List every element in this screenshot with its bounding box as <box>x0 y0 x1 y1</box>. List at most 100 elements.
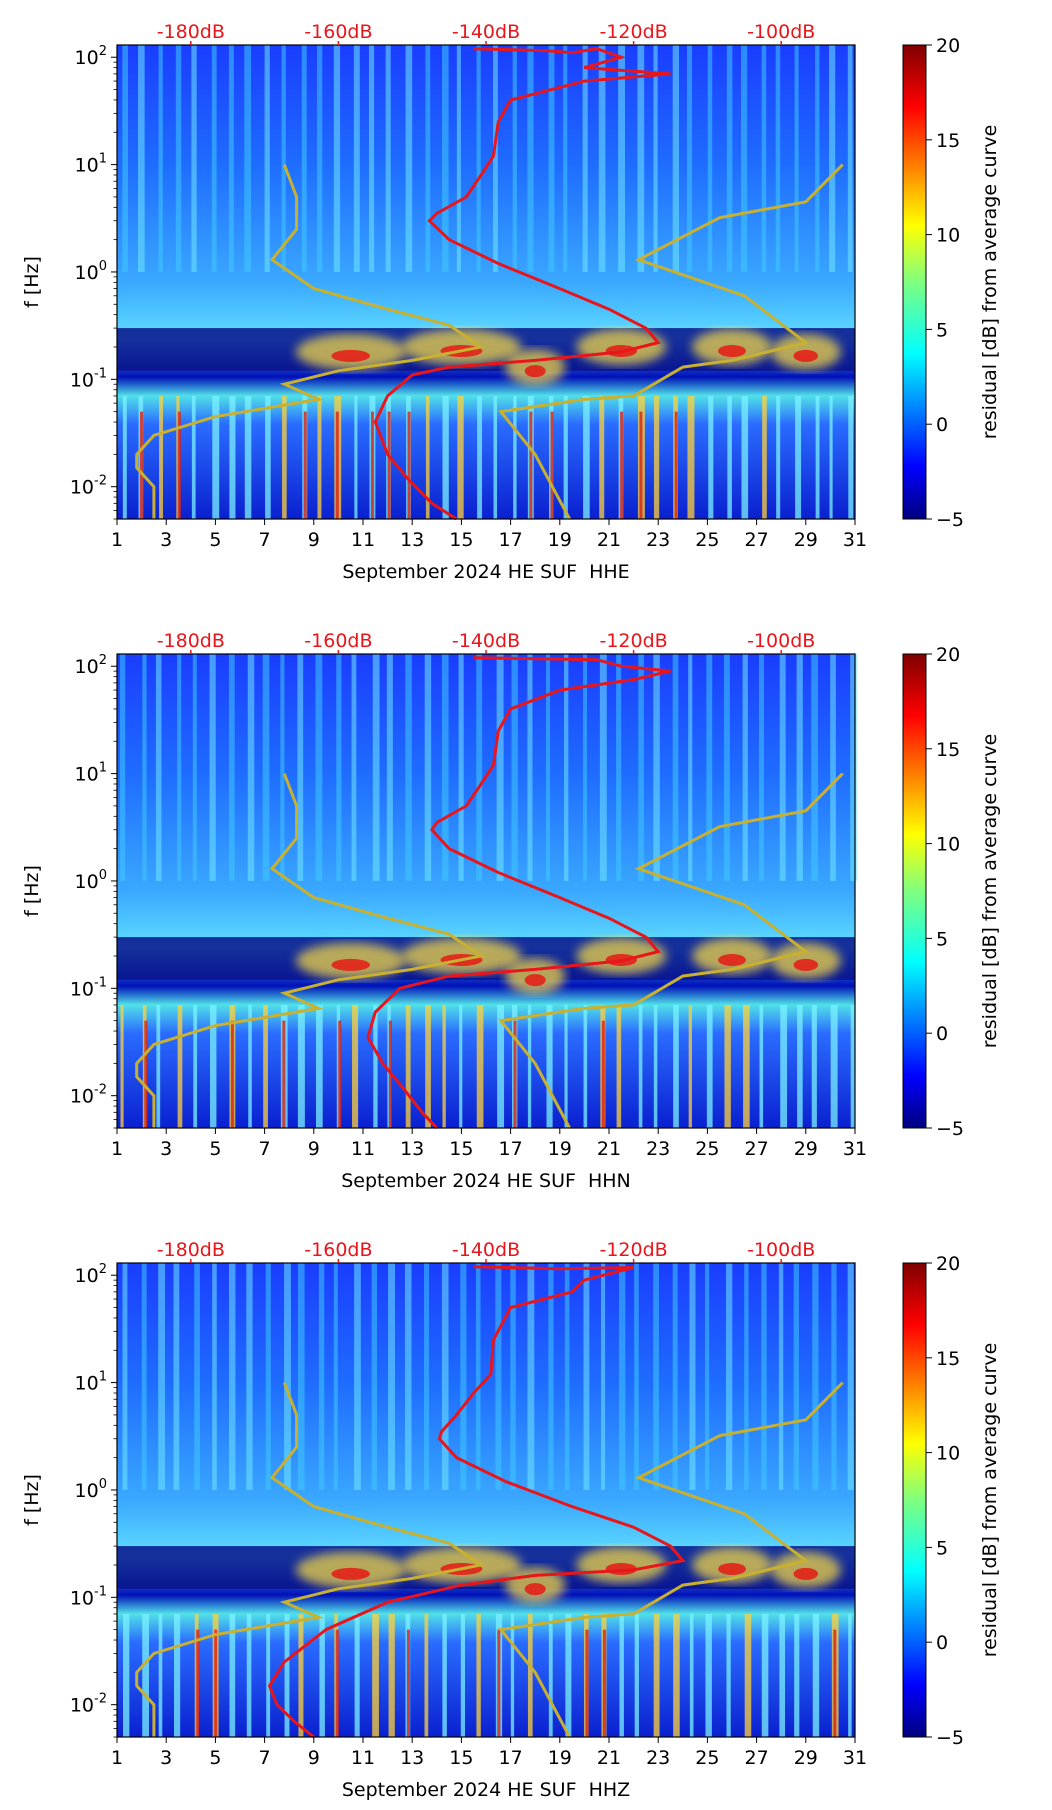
heatmap-cell <box>723 654 730 881</box>
colorbar-tick-label: 10 <box>936 834 960 856</box>
heatmap-cell <box>548 45 555 272</box>
heatmap-cell <box>741 395 749 519</box>
heatmap-cell <box>351 654 357 881</box>
colorbar-tick-label: 20 <box>936 35 960 57</box>
heatmap-cell <box>425 395 430 519</box>
heatmap-cell <box>476 654 483 881</box>
heatmap-cell <box>173 1263 180 1490</box>
heatmap-cell <box>585 1629 589 1737</box>
average-psd-curve <box>366 656 671 1130</box>
heatmap-cell <box>815 395 820 519</box>
x-axis: 1 3 5 7 9 11 13 15 17 19 21 23 25 27 29 31 <box>111 1737 867 1769</box>
heatmap-cell <box>545 654 551 881</box>
heatmap-cell <box>280 654 285 881</box>
heatmap-cell <box>811 654 819 881</box>
heatmap-cell <box>708 395 714 519</box>
heatmap-cell <box>583 1004 588 1128</box>
x-tick-label: 23 <box>646 1138 670 1160</box>
heatmap-cell <box>619 1613 624 1737</box>
heatmap-cell <box>778 1263 784 1490</box>
heatmap-cell <box>775 45 781 272</box>
heatmap-cell <box>371 1263 378 1490</box>
heatmap-cell <box>564 1263 570 1490</box>
heatmap-cell <box>672 45 680 272</box>
colorbar-tick-label: 10 <box>936 225 960 247</box>
heatmap-cell <box>441 45 449 272</box>
heatmap-cell <box>674 411 678 519</box>
x-axis: 1 3 5 7 9 11 13 15 17 19 21 23 25 27 29 31 <box>111 519 867 551</box>
x-tick-label: 1 <box>111 529 123 551</box>
heatmap-cell <box>336 654 342 881</box>
x-tick-label: 17 <box>499 529 523 551</box>
y-axis: 102 101 100 10-1 10-2 <box>70 1262 117 1738</box>
heatmap-cell <box>370 411 374 519</box>
x-tick-label: 13 <box>400 529 424 551</box>
heatmap-cell <box>758 654 764 881</box>
x-tick-label: 3 <box>160 1747 172 1769</box>
heatmap-cell <box>653 654 660 881</box>
heatmap-cell <box>550 411 554 519</box>
heatmap-cell <box>618 1263 626 1490</box>
y-tick-label: 10-1 <box>70 1584 107 1609</box>
y-tick-label: 10-1 <box>70 366 107 391</box>
heatmap-cell <box>122 395 127 519</box>
heatmap-cell <box>527 1263 535 1490</box>
colorbar-tick-label: 15 <box>936 739 960 761</box>
heatmap-cell <box>424 654 432 881</box>
heatmap-cell <box>779 1613 786 1737</box>
heatmap-cell <box>123 1613 130 1737</box>
colorbar <box>902 653 927 1129</box>
heatmap-cell <box>793 1263 800 1490</box>
heatmap-cell <box>638 1004 643 1128</box>
top-tick-label: -180dB <box>157 1239 225 1261</box>
heatmap-cell <box>638 654 644 881</box>
heatmap-cell <box>616 654 622 881</box>
average-psd-curve <box>267 1265 686 1739</box>
x-tick-label: 11 <box>351 529 375 551</box>
x-tick-label: 1 <box>111 1138 123 1160</box>
heatmap-cell <box>138 45 145 272</box>
heatmap-cell <box>262 654 270 881</box>
heatmap-cell <box>513 395 517 519</box>
colorbar-tick-label: 5 <box>936 319 948 341</box>
heatmap-cell <box>618 45 626 272</box>
heatmap-cell <box>600 1263 606 1490</box>
heatmap-cell <box>405 45 413 272</box>
heatmap-cell <box>850 1004 855 1128</box>
heatmap-cell <box>524 974 546 987</box>
heatmap-cell <box>196 1629 200 1737</box>
top-tick-label: -140dB <box>452 630 520 652</box>
heatmap-cell <box>847 45 853 272</box>
heatmap-cell <box>795 395 802 519</box>
heatmap-cell <box>441 654 449 881</box>
heatmap-cell <box>548 1613 553 1737</box>
x-tick-label: 29 <box>794 1138 818 1160</box>
heatmap-cell <box>706 1004 713 1128</box>
heatmap-cell <box>583 1263 590 1490</box>
heatmap-cell <box>247 654 255 881</box>
heatmap-cell <box>563 45 568 272</box>
heatmap-cell <box>405 1004 411 1128</box>
heatmap-cell <box>565 1613 572 1737</box>
heatmap-cell <box>776 395 781 519</box>
heatmap-cell <box>282 1020 286 1128</box>
heatmap-cell <box>475 1263 481 1490</box>
heatmap-cell <box>284 1263 291 1490</box>
heatmap-cell <box>495 1263 502 1490</box>
heatmap-cell <box>319 1613 325 1737</box>
heatmap-cell <box>718 344 746 357</box>
x-tick-label: 11 <box>351 1138 375 1160</box>
colorbar-tick-label: 5 <box>936 1537 948 1559</box>
heatmap-cell <box>829 45 836 272</box>
x-tick-label: 29 <box>794 1747 818 1769</box>
heatmap-cell <box>368 45 375 272</box>
heatmap-cell <box>372 654 380 881</box>
y-tick-label: 101 <box>75 1370 107 1395</box>
heatmap-cell <box>761 45 767 272</box>
heatmap-cell <box>265 1263 271 1490</box>
x-axis: 1 3 5 7 9 11 13 15 17 19 21 23 25 27 29 31 <box>111 1128 867 1160</box>
heatmap-cell <box>457 395 464 519</box>
y-tick-label: 101 <box>75 761 107 786</box>
heatmap-cell <box>211 45 217 272</box>
x-tick-label: 9 <box>308 529 320 551</box>
